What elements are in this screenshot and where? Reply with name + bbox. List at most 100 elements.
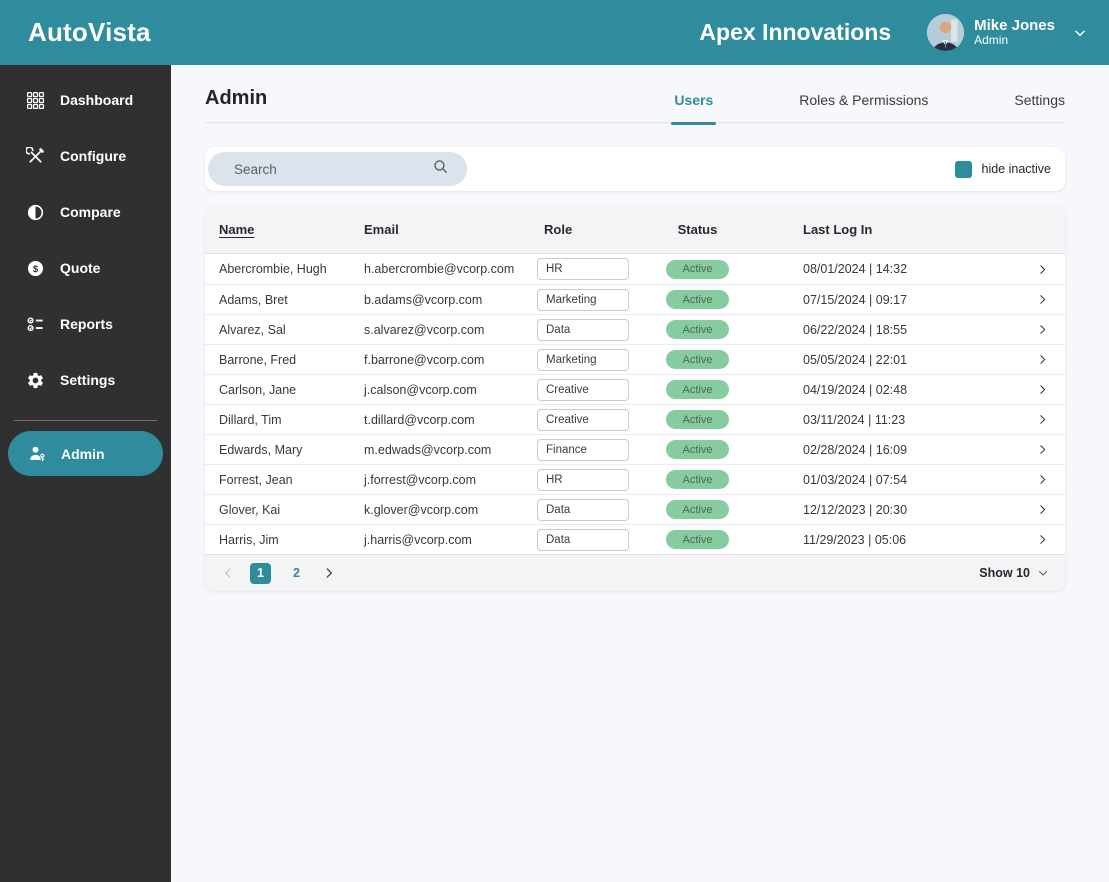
column-header-last-login[interactable]: Last Log In: [803, 222, 873, 237]
status-badge: Active: [666, 410, 729, 429]
role-input[interactable]: [537, 348, 629, 371]
tab-settings[interactable]: Settings: [1014, 92, 1065, 108]
role-input[interactable]: [537, 378, 629, 401]
email-cell: f.barrone@vcorp.com: [364, 352, 485, 367]
topbar: AutoVista Apex Innovations Mike Jones Ad…: [0, 0, 1109, 65]
name-cell: Abercrombie, Hugh: [219, 262, 327, 276]
role-input[interactable]: [537, 498, 629, 521]
page-number-2[interactable]: 2: [293, 566, 300, 580]
sidebar-item-label: Dashboard: [60, 92, 134, 108]
sidebar-item-admin[interactable]: Admin: [8, 431, 163, 476]
last-login-cell: 01/03/2024 | 07:54: [803, 472, 908, 487]
sidebar-item-label: Reports: [60, 316, 113, 332]
company-title: Apex Innovations: [699, 19, 892, 45]
table-row[interactable]: Abercrombie, Hugh h.abercrombie@vcorp.co…: [205, 254, 1065, 284]
page-title: Admin: [205, 87, 268, 109]
sidebar-item-configure[interactable]: Configure: [0, 128, 171, 184]
search-pill[interactable]: [208, 152, 467, 186]
last-login-cell: 04/19/2024 | 02:48: [803, 382, 908, 397]
user-role: Admin: [974, 33, 1009, 48]
tab-users[interactable]: Users: [671, 92, 717, 125]
table-row[interactable]: Dillard, Tim t.dillard@vcorp.com Active …: [205, 404, 1065, 434]
table-row[interactable]: Edwards, Mary m.edwads@vcorp.com Active …: [205, 434, 1065, 464]
page-prev-button[interactable]: [221, 566, 235, 580]
role-input[interactable]: [537, 318, 629, 341]
email-cell: t.dillard@vcorp.com: [364, 412, 475, 427]
hide-inactive-checkbox[interactable]: [954, 160, 972, 178]
page-number-1[interactable]: 1: [250, 562, 271, 584]
column-header-status[interactable]: Status: [677, 222, 718, 237]
sidebar-item-quote[interactable]: $ Quote: [0, 240, 171, 296]
last-login-cell: 11/29/2023 | 05:06: [803, 532, 907, 547]
dollar-icon: $: [24, 259, 46, 278]
gear-icon: [24, 371, 46, 390]
status-badge: Active: [666, 290, 729, 309]
email-cell: s.alvarez@vcorp.com: [364, 322, 485, 337]
name-cell: Glover, Kai: [219, 502, 281, 517]
last-login-cell: 06/22/2024 | 18:55: [803, 322, 908, 337]
chevron-right-icon[interactable]: [1036, 533, 1049, 546]
sidebar-item-reports[interactable]: Reports: [0, 296, 171, 352]
table-row[interactable]: Forrest, Jean j.forrest@vcorp.com Active…: [205, 464, 1065, 494]
chevron-right-icon[interactable]: [1036, 383, 1049, 396]
role-input[interactable]: [537, 258, 629, 280]
sidebar-item-compare[interactable]: Compare: [0, 184, 171, 240]
sidebar-item-label: Configure: [60, 148, 127, 164]
last-login-cell: 05/05/2024 | 22:01: [803, 352, 908, 367]
role-input[interactable]: [537, 528, 629, 551]
chevron-right-icon[interactable]: [1036, 323, 1049, 336]
email-cell: h.abercrombie@vcorp.com: [364, 262, 515, 276]
table-row[interactable]: Alvarez, Sal s.alvarez@vcorp.com Active …: [205, 314, 1065, 344]
name-cell: Adams, Bret: [219, 292, 288, 307]
avatar: [927, 14, 965, 51]
email-cell: j.harris@vcorp.com: [364, 532, 472, 547]
sidebar-divider: [14, 420, 157, 421]
role-input[interactable]: [537, 288, 629, 311]
column-header-role[interactable]: Role: [544, 222, 573, 237]
sidebar-nav: Dashboard Configure Compare $ Quote Repo…: [0, 72, 171, 408]
name-cell: Dillard, Tim: [219, 412, 282, 427]
last-login-cell: 08/01/2024 | 14:32: [803, 262, 908, 276]
table-row[interactable]: Barrone, Fred f.barrone@vcorp.com Active…: [205, 344, 1065, 374]
chevron-right-icon[interactable]: [1036, 353, 1049, 366]
status-badge: Active: [666, 470, 729, 489]
role-input[interactable]: [537, 468, 629, 491]
email-cell: b.adams@vcorp.com: [364, 292, 483, 307]
chevron-right-icon[interactable]: [1036, 503, 1049, 516]
status-badge: Active: [666, 259, 729, 279]
chevron-right-icon[interactable]: [1036, 473, 1049, 486]
tab-roles-permissions[interactable]: Roles & Permissions: [799, 92, 929, 108]
search-card: hide inactive: [205, 147, 1065, 191]
grid-icon: [24, 91, 46, 110]
chevron-right-icon[interactable]: [1036, 263, 1049, 276]
user-key-icon: [26, 444, 48, 463]
chevron-right-icon[interactable]: [1036, 413, 1049, 426]
chevron-right-icon[interactable]: [1036, 443, 1049, 456]
page-next-button[interactable]: [322, 566, 336, 580]
role-input[interactable]: [537, 438, 629, 461]
table-row[interactable]: Carlson, Jane j.calson@vcorp.com Active …: [205, 374, 1065, 404]
user-menu[interactable]: Mike Jones Admin: [927, 14, 1087, 51]
column-header-name[interactable]: Name: [219, 222, 255, 237]
name-cell: Carlson, Jane: [219, 382, 297, 397]
show-count-dropdown[interactable]: Show 10: [979, 566, 1049, 580]
last-login-cell: 03/11/2024 | 11:23: [803, 412, 906, 427]
search-input[interactable]: [232, 160, 432, 178]
role-input[interactable]: [537, 408, 629, 431]
hide-inactive-label: hide inactive: [981, 162, 1052, 176]
table-row[interactable]: Harris, Jim j.harris@vcorp.com Active 11…: [205, 524, 1065, 554]
sidebar-item-settings[interactable]: Settings: [0, 352, 171, 408]
email-cell: m.edwads@vcorp.com: [364, 442, 492, 457]
name-cell: Harris, Jim: [219, 532, 279, 547]
table-row[interactable]: Adams, Bret b.adams@vcorp.com Active 07/…: [205, 284, 1065, 314]
contrast-icon: [24, 203, 46, 222]
sidebar-item-dashboard[interactable]: Dashboard: [0, 72, 171, 128]
sidebar: Dashboard Configure Compare $ Quote Repo…: [0, 65, 171, 882]
chevron-right-icon[interactable]: [1036, 293, 1049, 306]
table-row[interactable]: Glover, Kai k.glover@vcorp.com Active 12…: [205, 494, 1065, 524]
search-icon: [432, 158, 449, 180]
tools-icon: [24, 146, 46, 166]
column-header-email[interactable]: Email: [364, 222, 399, 237]
